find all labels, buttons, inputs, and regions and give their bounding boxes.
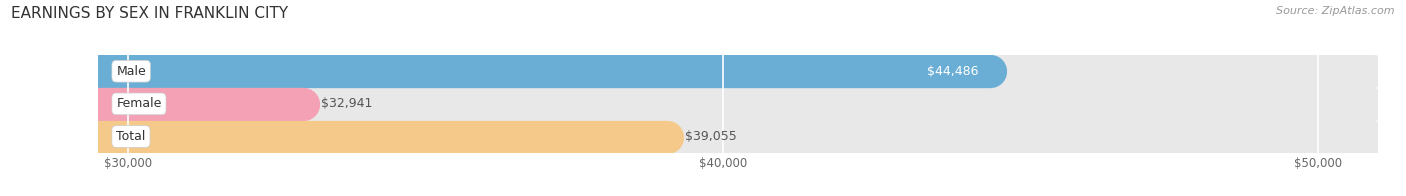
Text: EARNINGS BY SEX IN FRANKLIN CITY: EARNINGS BY SEX IN FRANKLIN CITY	[11, 6, 288, 21]
Text: Female: Female	[117, 97, 162, 110]
Text: Total: Total	[117, 130, 146, 143]
Text: Male: Male	[117, 65, 146, 78]
Text: $32,941: $32,941	[321, 97, 373, 110]
Text: Source: ZipAtlas.com: Source: ZipAtlas.com	[1277, 6, 1395, 16]
Text: $39,055: $39,055	[685, 130, 737, 143]
Text: $44,486: $44,486	[927, 65, 979, 78]
